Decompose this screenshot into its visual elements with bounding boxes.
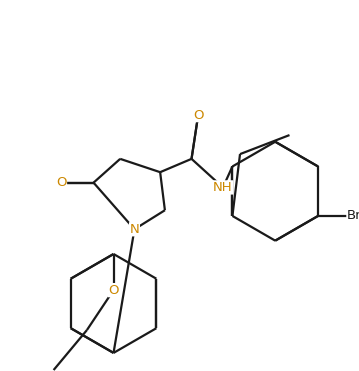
Text: O: O xyxy=(108,284,119,297)
Text: N: N xyxy=(130,223,139,236)
Text: O: O xyxy=(56,176,66,189)
Text: O: O xyxy=(193,109,204,122)
Text: NH: NH xyxy=(213,181,233,194)
Text: Br: Br xyxy=(347,210,359,223)
